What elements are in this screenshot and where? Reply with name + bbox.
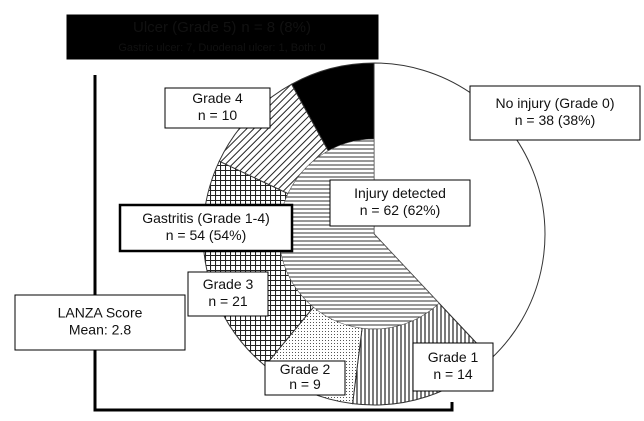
- bracket: [93, 75, 454, 412]
- label-box: [66, 14, 379, 60]
- label-box: [412, 342, 494, 392]
- label-text: n = 62 (62%): [360, 202, 441, 218]
- labels: No injury (Grade 0)n = 38 (38%)Grade 1n …: [14, 14, 641, 396]
- label-text: Grade 2: [280, 361, 331, 377]
- label-text: No injury (Grade 0): [495, 95, 614, 111]
- label-text: n = 21: [208, 293, 248, 309]
- label-text: Gastritis (Grade 1-4): [142, 210, 270, 226]
- label-box: [118, 203, 294, 253]
- inner-slice: [278, 138, 440, 330]
- label-box: [329, 179, 471, 227]
- label-text: n = 54 (54%): [166, 227, 247, 243]
- label-box: [14, 294, 186, 351]
- label-text: LANZA Score: [58, 305, 143, 321]
- label-text: Grade 3: [203, 276, 254, 292]
- label-text: n = 10: [198, 107, 238, 123]
- label-text: Grade 1: [428, 349, 479, 365]
- label-text: n = 9: [289, 376, 321, 392]
- label-text: Grade 4: [192, 90, 243, 106]
- label-text: n = 38 (38%): [515, 112, 596, 128]
- label-box: [264, 360, 346, 396]
- label-text: Mean: 2.8: [69, 322, 131, 338]
- label-box: [164, 87, 271, 129]
- label-text: n = 14: [433, 366, 473, 382]
- label-text: Ulcer (Grade 5) n = 8 (8%): [133, 19, 311, 36]
- category-label: Ulcer (Grade 5): [133, 19, 236, 36]
- value-label: n = 8 (8%): [241, 19, 311, 36]
- annotation: Gastric ulcer: 7, Duodenal ulcer: 1, Bot…: [118, 42, 325, 54]
- label-box: [469, 85, 641, 141]
- label-text: Injury detected: [354, 185, 446, 201]
- label-box: [187, 271, 269, 317]
